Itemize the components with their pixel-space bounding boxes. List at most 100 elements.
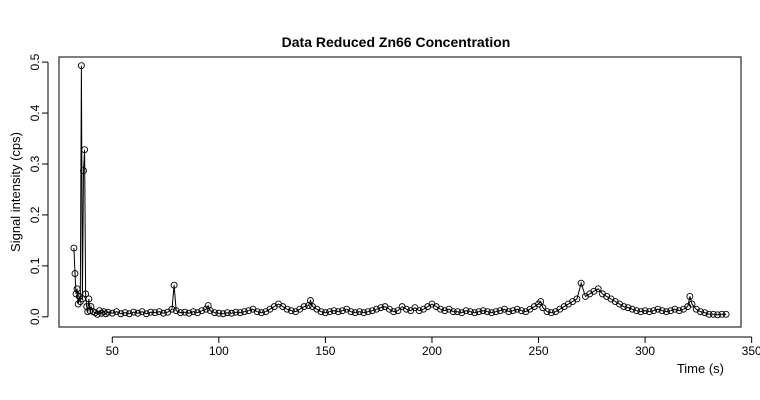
data-point	[356, 308, 363, 316]
x-tick-label: 150	[315, 344, 335, 358]
data-point	[82, 290, 90, 298]
data-point	[317, 308, 325, 316]
x-tick-label: 200	[422, 344, 442, 358]
data-point	[454, 308, 461, 316]
data-point	[108, 309, 116, 317]
data-point	[125, 310, 133, 318]
data-point	[620, 303, 628, 311]
data-point	[339, 307, 346, 315]
data-point	[121, 309, 129, 317]
data-point	[645, 308, 653, 316]
data-point	[471, 309, 479, 317]
y-axis-label: Signal intensity (cps)	[8, 132, 23, 252]
x-axis: 50 100 150 200 250 300 350	[106, 336, 760, 358]
data-point	[505, 308, 513, 316]
data-point	[509, 307, 517, 315]
data-point	[654, 305, 662, 313]
data-point	[458, 309, 466, 317]
data-point	[300, 303, 308, 311]
data-point	[697, 308, 704, 316]
data-point	[142, 310, 150, 318]
data-point	[479, 307, 487, 315]
data-point	[537, 298, 545, 305]
y-tick-label: 0.3	[28, 155, 42, 172]
data-point	[228, 309, 236, 317]
data-point	[686, 292, 694, 300]
data-point	[170, 281, 178, 289]
data-point	[202, 305, 210, 313]
data-point	[714, 311, 722, 319]
data-point	[650, 307, 658, 315]
data-point	[351, 309, 359, 317]
data-point	[198, 307, 206, 315]
data-point	[215, 309, 223, 317]
x-tick-label: 250	[529, 344, 549, 358]
data-point	[624, 304, 632, 312]
data-series	[70, 62, 730, 319]
data-point	[151, 309, 159, 317]
data-point	[100, 308, 108, 316]
x-tick-label: 50	[106, 344, 120, 358]
data-point	[194, 309, 201, 317]
data-point	[390, 308, 398, 316]
data-point	[377, 304, 385, 312]
data-point	[688, 300, 696, 308]
data-point	[185, 309, 193, 317]
series-line	[73, 65, 727, 316]
data-point	[168, 305, 176, 313]
data-point	[364, 308, 372, 316]
data-point	[462, 307, 470, 315]
data-point	[232, 308, 240, 316]
data-point	[240, 308, 248, 316]
data-point	[373, 305, 381, 313]
data-point	[104, 308, 112, 316]
data-point	[159, 309, 167, 317]
data-point	[402, 305, 410, 313]
data-point	[718, 310, 726, 318]
data-point	[637, 308, 645, 316]
data-point	[347, 308, 355, 316]
x-tick-label: 100	[209, 344, 229, 358]
data-point	[662, 308, 670, 316]
data-point	[223, 309, 231, 317]
data-point	[287, 307, 295, 315]
data-point	[334, 308, 342, 316]
data-point	[466, 308, 474, 316]
data-point	[628, 305, 636, 313]
data-point	[307, 297, 314, 304]
data-point	[81, 146, 89, 154]
data-point	[93, 310, 101, 318]
data-point	[206, 307, 214, 315]
plot-frame	[58, 56, 742, 328]
data-point	[705, 310, 713, 318]
data-point	[130, 308, 138, 316]
data-point	[73, 285, 81, 293]
data-point	[641, 307, 649, 315]
data-point	[577, 279, 585, 287]
data-point	[326, 308, 334, 316]
x-axis-label: Time (s)	[677, 361, 724, 376]
data-point	[245, 307, 253, 315]
data-point	[709, 310, 717, 318]
data-point	[658, 307, 666, 315]
data-point	[253, 308, 261, 316]
data-point	[368, 307, 376, 315]
data-point	[543, 308, 551, 316]
data-point	[675, 307, 683, 315]
data-point	[134, 309, 142, 317]
y-tick-label: 0.5	[28, 53, 42, 70]
data-point	[258, 309, 265, 317]
y-tick-label: 0.0	[28, 308, 42, 325]
data-point	[77, 62, 85, 70]
data-point	[496, 307, 504, 315]
data-point	[594, 285, 602, 293]
x-tick-label: 350	[742, 344, 760, 358]
data-point	[441, 307, 449, 315]
data-point	[360, 309, 368, 317]
y-tick-label: 0.2	[28, 206, 42, 223]
data-point	[701, 309, 709, 317]
data-point	[189, 308, 197, 316]
data-point	[573, 295, 581, 303]
chart-title: Data Reduced Zn66 Concentration	[282, 34, 511, 50]
data-point	[70, 244, 78, 252]
